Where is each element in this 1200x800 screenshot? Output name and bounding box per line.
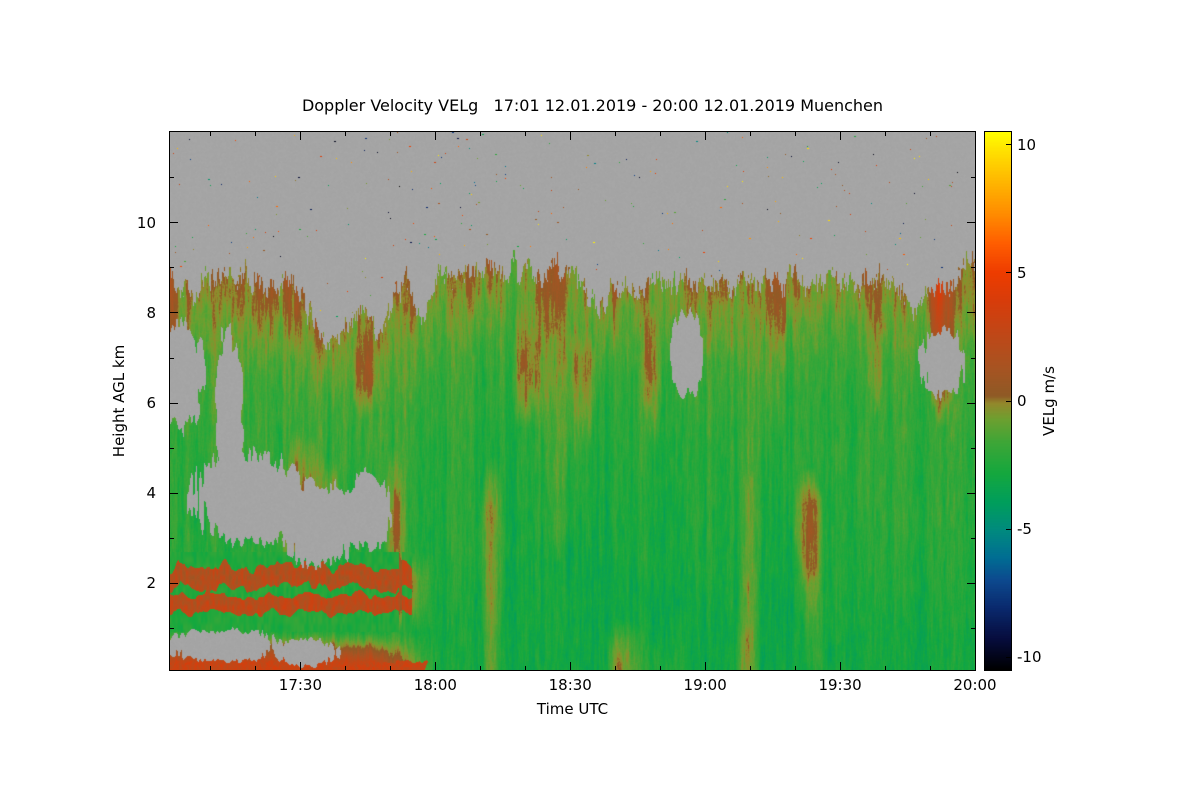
heatmap-canvas (170, 132, 975, 670)
y-major-tick (170, 222, 178, 224)
x-axis-label: Time UTC (536, 700, 609, 718)
x-minor-tick (344, 132, 346, 136)
y-major-tick (170, 492, 178, 494)
x-minor-tick (794, 666, 796, 670)
plot-area (169, 131, 976, 671)
x-tick-label: 18:30 (548, 676, 592, 694)
x-major-tick (434, 132, 436, 140)
y-tick-label: 10 (136, 213, 156, 232)
y-minor-tick (170, 537, 174, 539)
x-minor-tick (209, 666, 211, 670)
x-minor-tick (524, 132, 526, 136)
colorbar-tick (1006, 272, 1011, 274)
x-tick-label: 17:30 (278, 676, 323, 694)
y-tick-label: 2 (146, 574, 156, 593)
chart-title: Doppler Velocity VELg 17:01 12.01.2019 -… (301, 96, 884, 115)
x-minor-tick (389, 666, 391, 670)
y-minor-tick (971, 537, 975, 539)
x-minor-tick (749, 132, 751, 136)
x-tick-label: 19:30 (818, 676, 862, 694)
colorbar-tick-label: -5 (1017, 520, 1032, 539)
colorbar-tick-label: 5 (1017, 263, 1027, 282)
y-minor-tick (971, 177, 975, 179)
colorbar-tick (1006, 144, 1011, 146)
colorbar-axis-label: VELg m/s (1040, 366, 1058, 436)
colorbar-tick (1006, 656, 1011, 658)
x-tick-label: 18:00 (413, 676, 457, 694)
x-minor-tick (929, 132, 931, 136)
x-minor-tick (344, 666, 346, 670)
colorbar-tick-label: 10 (1017, 135, 1037, 154)
y-major-tick (967, 312, 975, 314)
y-major-tick (170, 312, 178, 314)
y-major-tick (967, 222, 975, 224)
x-minor-tick (884, 132, 886, 136)
x-major-tick (974, 662, 976, 670)
x-minor-tick (524, 666, 526, 670)
x-minor-tick (479, 132, 481, 136)
x-minor-tick (929, 666, 931, 670)
y-minor-tick (971, 627, 975, 629)
x-major-tick (299, 662, 301, 670)
y-minor-tick (170, 357, 174, 359)
x-minor-tick (254, 132, 256, 136)
y-major-tick (967, 492, 975, 494)
y-tick-label: 8 (146, 303, 156, 322)
x-minor-tick (614, 666, 616, 670)
colorbar-tick (1006, 528, 1011, 530)
x-minor-tick (614, 132, 616, 136)
x-tick-label: 20:00 (953, 676, 997, 694)
y-minor-tick (971, 357, 975, 359)
x-major-tick (974, 132, 976, 140)
y-tick-label: 4 (146, 484, 156, 503)
x-major-tick (839, 662, 841, 670)
y-tick-label: 6 (146, 394, 156, 413)
x-major-tick (569, 132, 571, 140)
x-major-tick (704, 132, 706, 140)
x-minor-tick (209, 132, 211, 136)
x-minor-tick (749, 666, 751, 670)
colorbar-tick-label: -10 (1017, 648, 1042, 667)
y-major-tick (170, 402, 178, 404)
x-minor-tick (794, 132, 796, 136)
y-major-tick (170, 582, 178, 584)
colorbar-tick-label: 0 (1017, 392, 1027, 410)
x-major-tick (839, 132, 841, 140)
y-minor-tick (170, 447, 174, 449)
x-major-tick (434, 662, 436, 670)
x-minor-tick (479, 666, 481, 670)
x-minor-tick (884, 666, 886, 670)
colorbar-tick (1006, 400, 1011, 402)
y-major-tick (967, 402, 975, 404)
x-minor-tick (389, 132, 391, 136)
y-minor-tick (971, 267, 975, 269)
colorbar (984, 131, 1012, 671)
y-minor-tick (170, 177, 174, 179)
x-major-tick (299, 132, 301, 140)
x-minor-tick (659, 666, 661, 670)
x-tick-label: 19:00 (683, 676, 727, 694)
y-minor-tick (170, 627, 174, 629)
y-minor-tick (170, 267, 174, 269)
x-major-tick (704, 662, 706, 670)
y-major-tick (967, 582, 975, 584)
x-minor-tick (659, 132, 661, 136)
x-major-tick (569, 662, 571, 670)
x-minor-tick (254, 666, 256, 670)
y-minor-tick (971, 447, 975, 449)
